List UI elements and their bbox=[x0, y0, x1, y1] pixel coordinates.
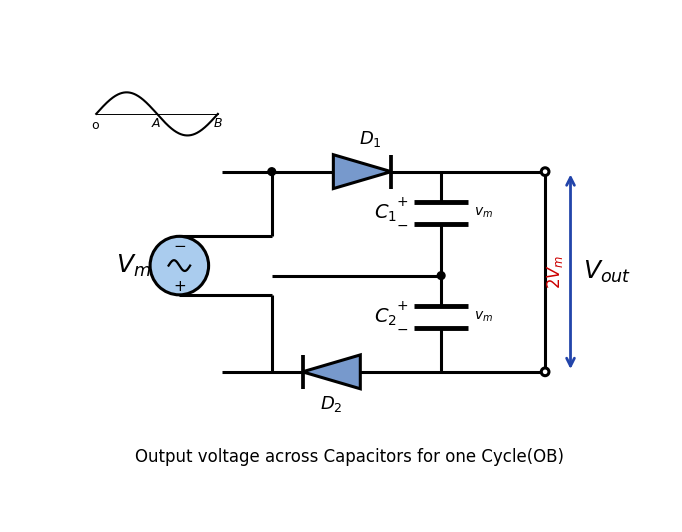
Text: o: o bbox=[91, 119, 98, 132]
Text: $-$: $-$ bbox=[396, 218, 408, 232]
Text: $2V_m$: $2V_m$ bbox=[545, 254, 565, 289]
Circle shape bbox=[150, 236, 209, 295]
Polygon shape bbox=[333, 155, 391, 188]
Text: $+$: $+$ bbox=[173, 279, 186, 294]
Text: $D_1$: $D_1$ bbox=[359, 129, 381, 149]
Circle shape bbox=[542, 168, 549, 176]
Circle shape bbox=[437, 272, 445, 279]
Text: $V_m$: $V_m$ bbox=[116, 253, 151, 279]
Text: A: A bbox=[152, 118, 160, 130]
Text: +: + bbox=[396, 298, 408, 313]
Circle shape bbox=[268, 168, 276, 176]
Polygon shape bbox=[303, 355, 360, 389]
Text: $v_m$: $v_m$ bbox=[474, 310, 493, 325]
Text: $D_2$: $D_2$ bbox=[320, 394, 343, 414]
Text: $v_m$: $v_m$ bbox=[474, 206, 493, 220]
Text: +: + bbox=[396, 195, 408, 209]
Text: $-$: $-$ bbox=[396, 322, 408, 336]
Text: $C_2$: $C_2$ bbox=[374, 306, 397, 328]
Text: Output voltage across Capacitors for one Cycle(OB): Output voltage across Capacitors for one… bbox=[135, 447, 564, 466]
Text: $C_1$: $C_1$ bbox=[374, 203, 397, 224]
Text: B: B bbox=[213, 118, 222, 130]
Circle shape bbox=[542, 368, 549, 376]
Text: $V_{out}$: $V_{out}$ bbox=[583, 259, 631, 285]
Text: $-$: $-$ bbox=[173, 237, 186, 252]
